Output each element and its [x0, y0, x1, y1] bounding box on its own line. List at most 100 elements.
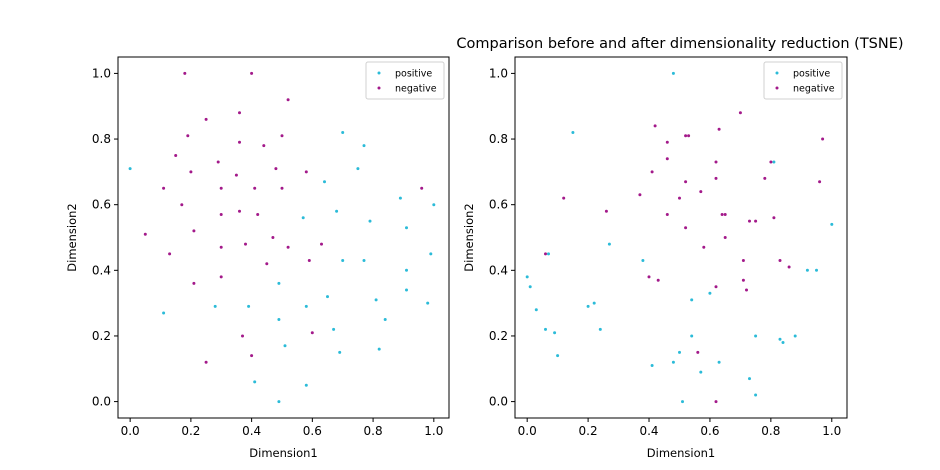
- point-negative-13: [219, 186, 223, 190]
- point-negative-20: [714, 176, 718, 180]
- point-negative-28: [265, 262, 269, 266]
- legend-marker-negative: [377, 86, 381, 90]
- point-negative-26: [723, 236, 727, 239]
- point-positive-20: [699, 370, 703, 374]
- point-negative-2: [168, 252, 172, 256]
- point-positive-12: [323, 180, 326, 184]
- point-positive-6: [556, 354, 560, 358]
- point-negative-22: [714, 400, 718, 404]
- point-positive-9: [301, 216, 305, 220]
- x-tick-label: 0.0: [121, 424, 140, 438]
- point-negative-4: [647, 275, 651, 279]
- legend-label-positive: positive: [395, 69, 432, 80]
- point-negative-32: [754, 219, 758, 223]
- point-negative-29: [271, 236, 275, 239]
- y-tick-label: 0.4: [92, 263, 111, 277]
- legend-marker-positive: [775, 71, 779, 75]
- y-tick-label: 1.0: [489, 66, 508, 80]
- point-negative-12: [216, 160, 220, 164]
- point-positive-0: [525, 275, 529, 279]
- point-negative-16: [219, 275, 223, 279]
- y-tick-label: 0.6: [489, 198, 508, 212]
- point-positive-13: [650, 364, 654, 367]
- point-negative-38: [818, 180, 822, 184]
- point-negative-31: [280, 134, 284, 138]
- point-negative-5: [183, 71, 187, 75]
- point-positive-4: [253, 380, 257, 384]
- point-positive-11: [607, 242, 611, 246]
- point-negative-21: [714, 285, 718, 289]
- point-positive-6: [277, 318, 281, 321]
- legend-box: [365, 61, 445, 100]
- scatter-plot-before: 0.0 0.2 0.4 0.6 0.8 1.0 0.0 0.2 0.4 0.6 0.8 1.0 Dime…: [65, 56, 450, 460]
- scatter-plot-after: 0.0 0.2 0.4 0.6 0.8 1.0 0.0 0.2 0.4 0.6 0.8 1.0 Dime…: [462, 56, 848, 460]
- x-tick-label: 1.0: [424, 424, 443, 438]
- point-positive-5: [277, 400, 281, 404]
- point-positive-22: [368, 219, 372, 223]
- point-positive-14: [332, 327, 336, 331]
- y-tick-label: 0.2: [489, 329, 508, 343]
- point-positive-15: [671, 360, 675, 364]
- point-negative-31: [748, 219, 751, 223]
- point-negative-39: [420, 186, 424, 190]
- point-positive-10: [598, 327, 602, 331]
- x-tick-label: 0.8: [761, 424, 780, 438]
- point-negative-28: [741, 259, 745, 262]
- point-positive-21: [708, 291, 712, 295]
- x-tick-label: 0.6: [303, 424, 322, 438]
- point-negative-13: [684, 180, 688, 184]
- point-positive-25: [383, 318, 387, 321]
- point-negative-35: [772, 216, 776, 220]
- point-positive-8: [283, 344, 287, 348]
- point-negative-14: [219, 213, 223, 216]
- point-negative-32: [280, 186, 284, 190]
- point-positive-16: [678, 350, 681, 354]
- point-negative-30: [745, 288, 748, 292]
- y-tick-label: 0.0: [489, 395, 508, 409]
- point-negative-16: [696, 350, 700, 354]
- point-negative-10: [665, 213, 669, 216]
- point-negative-18: [238, 111, 241, 115]
- legend-label-negative: negative: [793, 84, 835, 95]
- point-positive-23: [374, 298, 378, 302]
- point-positive-1: [162, 311, 166, 315]
- point-negative-6: [186, 134, 190, 138]
- point-positive-7: [571, 131, 575, 134]
- point-negative-8: [192, 229, 196, 233]
- figure-title: Comparison before and after dimensionali…: [456, 36, 903, 52]
- point-positive-12: [641, 259, 645, 262]
- point-negative-3: [174, 154, 178, 157]
- point-positive-19: [690, 334, 694, 338]
- y-tick-label: 0.6: [92, 198, 111, 212]
- point-negative-22: [244, 242, 247, 246]
- point-negative-9: [192, 281, 196, 285]
- point-positive-29: [405, 288, 408, 292]
- point-positive-13: [326, 295, 329, 299]
- x-tick-label: 1.0: [822, 424, 841, 438]
- point-positive-24: [377, 347, 381, 351]
- point-positive-1: [528, 285, 532, 289]
- point-positive-21: [362, 259, 366, 262]
- point-positive-2: [213, 304, 217, 308]
- y-tick-label: 0.2: [92, 329, 111, 343]
- y-tick-label: 0.0: [92, 395, 111, 409]
- point-positive-32: [432, 203, 436, 207]
- point-negative-17: [234, 173, 238, 177]
- point-positive-4: [547, 252, 550, 256]
- point-negative-19: [714, 160, 718, 164]
- point-positive-32: [830, 222, 834, 226]
- point-negative-7: [656, 278, 660, 282]
- point-negative-9: [665, 157, 669, 161]
- point-positive-16: [338, 350, 342, 354]
- x-tick-label: 0.6: [700, 424, 719, 438]
- point-negative-37: [787, 265, 791, 269]
- point-positive-15: [335, 209, 339, 213]
- point-positive-3: [544, 327, 547, 331]
- point-negative-37: [310, 331, 314, 335]
- y-axis-label: Dimension2: [462, 203, 476, 271]
- legend-box: [763, 61, 843, 100]
- point-negative-23: [250, 354, 254, 358]
- point-negative-18: [702, 245, 706, 249]
- point-negative-6: [653, 124, 657, 128]
